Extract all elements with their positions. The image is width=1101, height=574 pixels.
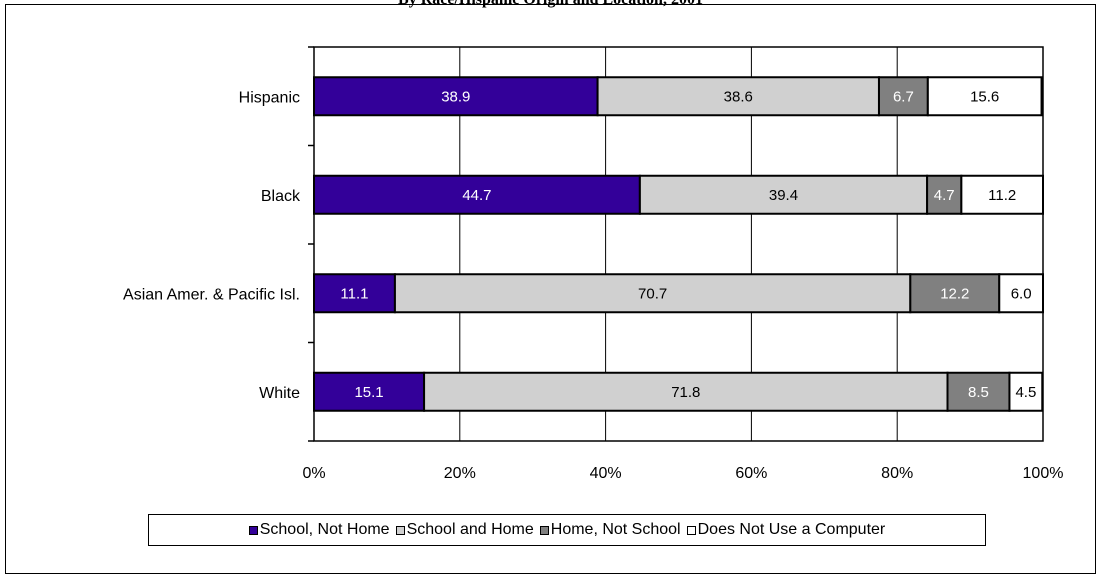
category-label: White	[259, 385, 300, 402]
data-label: 38.9	[441, 88, 470, 105]
data-label: 4.5	[1015, 384, 1036, 401]
x-tick-label: 20%	[444, 465, 476, 482]
x-tick-label: 40%	[590, 465, 622, 482]
bar-segment	[313, 371, 426, 412]
x-tick-label: 60%	[735, 465, 767, 482]
data-label: 11.1	[340, 285, 368, 302]
legend-swatch	[395, 525, 405, 535]
category-label: Asian Amer. & Pacific Isl.	[123, 286, 300, 303]
bar-segment	[1008, 371, 1044, 412]
bar-segment	[313, 76, 599, 117]
legend-item: Home, Not School	[539, 521, 681, 539]
legend-label: Home, Not School	[550, 521, 681, 538]
bar-segment	[998, 273, 1045, 314]
data-label: 15.1	[354, 384, 383, 401]
data-label: 70.7	[638, 285, 667, 302]
category-label: Black	[261, 188, 301, 205]
data-label: 11.2	[988, 187, 1016, 204]
legend-item: School and Home	[395, 521, 534, 539]
bar-segment	[638, 174, 929, 215]
legend-label: Does Not Use a Computer	[697, 521, 886, 538]
legend-swatch	[539, 525, 549, 535]
x-tick-label: 0%	[302, 465, 325, 482]
bar-segment	[423, 371, 949, 412]
data-label: 71.8	[671, 384, 700, 401]
bar-segment	[313, 273, 396, 314]
data-label: 6.0	[1011, 285, 1032, 302]
x-tick-label: 100%	[1023, 465, 1064, 482]
x-tick-label: 80%	[881, 465, 913, 482]
data-label: 15.6	[970, 88, 999, 105]
data-label: 4.7	[934, 187, 955, 204]
legend-item: Does Not Use a Computer	[686, 521, 886, 539]
chart-legend: School, Not Home School and Home Home, Not…	[148, 514, 986, 546]
data-label: 39.4	[769, 187, 798, 204]
data-label: 38.6	[724, 88, 753, 105]
bar-segment	[960, 174, 1044, 215]
bar-segment	[313, 174, 641, 215]
data-label: 12.2	[940, 285, 969, 302]
data-label: 44.7	[462, 187, 491, 204]
bar-segment	[926, 76, 1043, 117]
data-label: 8.5	[968, 384, 989, 401]
category-label: Hispanic	[239, 89, 300, 106]
legend-item: School, Not Home	[248, 521, 390, 539]
legend-swatch	[686, 525, 696, 535]
legend-swatch	[248, 525, 258, 535]
bar-segment	[909, 273, 1001, 314]
bar-segment	[877, 76, 929, 117]
legend-label: School, Not Home	[259, 521, 390, 538]
legend-label: School and Home	[406, 521, 534, 538]
data-label: 6.7	[893, 88, 914, 105]
